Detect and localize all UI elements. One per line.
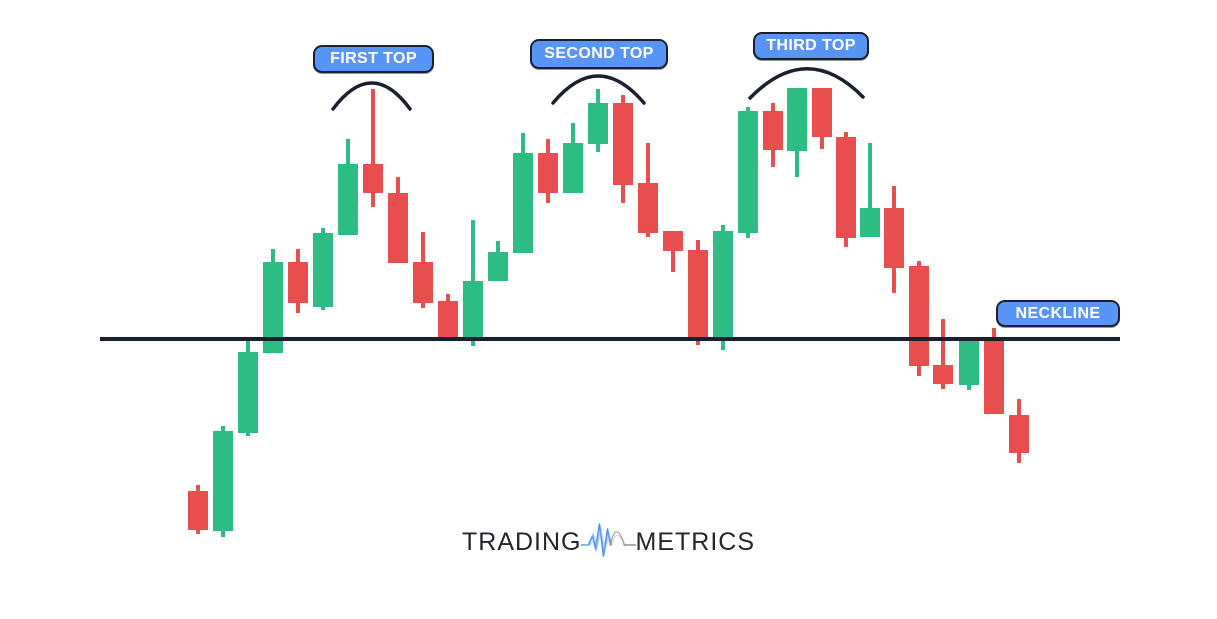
candle-down — [288, 249, 308, 313]
top-arc-2 — [551, 74, 646, 105]
candle-body — [388, 193, 408, 263]
candle-body — [438, 301, 458, 338]
candle-down — [933, 319, 953, 389]
candle-body — [812, 88, 832, 137]
candle-up — [488, 241, 508, 281]
candle-down — [388, 177, 408, 263]
candle-up — [738, 107, 758, 238]
candle-up — [563, 123, 583, 193]
candle-up — [959, 339, 979, 390]
top-arc-3 — [748, 67, 865, 100]
candle-body — [188, 491, 208, 530]
candle-wick — [671, 231, 675, 272]
top-arc-1 — [331, 81, 412, 111]
candle-up — [238, 340, 258, 436]
candle-down — [638, 143, 658, 237]
candle-wick — [868, 143, 872, 237]
candle-body — [933, 365, 953, 384]
candle-body — [588, 103, 608, 144]
candle-down — [1009, 399, 1029, 463]
candle-body — [984, 339, 1004, 414]
label-first-top: FIRST TOP — [313, 45, 434, 73]
candle-down — [763, 103, 783, 167]
candle-up — [588, 89, 608, 152]
candle-up — [513, 133, 533, 253]
candle-body — [909, 266, 929, 366]
candle-body — [787, 88, 807, 151]
candle-body — [959, 339, 979, 385]
candle-down — [188, 485, 208, 534]
candle-body — [363, 164, 383, 193]
candle-body — [663, 231, 683, 251]
candle-body — [563, 143, 583, 193]
candle-body — [213, 431, 233, 531]
candle-down — [909, 261, 929, 376]
candle-body — [713, 231, 733, 338]
candle-down — [812, 88, 832, 149]
candle-up — [713, 225, 733, 350]
candle-body — [413, 262, 433, 303]
brand-word-metrics: METRICS — [635, 527, 755, 556]
label-neckline: NECKLINE — [996, 300, 1120, 327]
candle-body — [338, 164, 358, 235]
candle-body — [538, 153, 558, 193]
candle-wick — [371, 89, 375, 207]
candle-body — [1009, 415, 1029, 453]
brand-word-trading: TRADING — [462, 527, 582, 556]
candle-up — [860, 143, 880, 237]
candle-down — [438, 294, 458, 341]
candle-body — [860, 208, 880, 237]
candle-up — [313, 228, 333, 310]
candle-down — [613, 95, 633, 203]
candle-body — [463, 281, 483, 338]
candle-body — [513, 153, 533, 253]
candle-up — [263, 249, 283, 353]
candle-body — [238, 352, 258, 433]
candle-body — [763, 111, 783, 150]
candle-body — [836, 137, 856, 238]
candle-down — [884, 186, 904, 293]
candle-up — [463, 220, 483, 346]
candle-down — [984, 328, 1004, 414]
candle-body — [738, 111, 758, 233]
candle-body — [638, 183, 658, 233]
candle-body — [488, 252, 508, 281]
candle-body — [288, 262, 308, 303]
candle-body — [688, 250, 708, 338]
label-second-top: SECOND TOP — [530, 39, 668, 69]
candle-body — [313, 233, 333, 307]
waveform-icon — [580, 523, 637, 557]
candle-body — [884, 208, 904, 268]
candle-up — [338, 139, 358, 235]
candle-up — [787, 88, 807, 177]
candle-down — [413, 232, 433, 308]
candle-body — [263, 262, 283, 353]
candle-up — [213, 426, 233, 537]
candle-body — [613, 103, 633, 185]
brand-logo: TRADING METRICS — [462, 520, 755, 564]
candle-down — [836, 132, 856, 247]
candle-down — [538, 139, 558, 203]
candle-down — [688, 240, 708, 345]
label-third-top: THIRD TOP — [753, 32, 869, 60]
candle-down — [363, 89, 383, 207]
candle-wick — [941, 319, 945, 389]
candle-down — [663, 231, 683, 272]
